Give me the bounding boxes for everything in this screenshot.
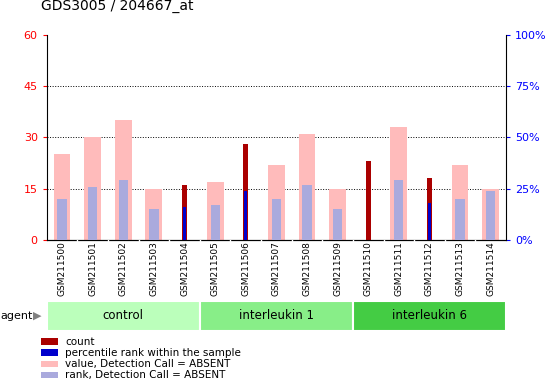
Bar — [353, 301, 506, 331]
Bar — [428, 203, 431, 240]
Bar — [183, 207, 186, 240]
Bar — [333, 209, 342, 240]
Text: value, Detection Call = ABSENT: value, Detection Call = ABSENT — [65, 359, 231, 369]
Bar — [366, 161, 371, 240]
Bar — [115, 120, 131, 240]
Text: agent: agent — [0, 311, 32, 321]
Bar — [207, 182, 223, 240]
Bar — [243, 144, 248, 240]
Bar — [299, 134, 315, 240]
Bar — [394, 180, 404, 240]
Bar — [88, 187, 97, 240]
Bar — [390, 127, 407, 240]
Bar — [54, 154, 70, 240]
Bar — [41, 349, 58, 356]
Bar — [452, 165, 469, 240]
Bar — [182, 185, 187, 240]
Bar — [41, 361, 58, 367]
Text: interleukin 1: interleukin 1 — [239, 310, 314, 322]
Text: rank, Detection Call = ABSENT: rank, Detection Call = ABSENT — [65, 370, 226, 380]
Bar — [119, 180, 128, 240]
Text: control: control — [103, 310, 144, 322]
Text: percentile rank within the sample: percentile rank within the sample — [65, 348, 241, 358]
Bar — [302, 185, 312, 240]
Text: ▶: ▶ — [33, 311, 41, 321]
Bar — [211, 205, 220, 240]
Text: GDS3005 / 204667_at: GDS3005 / 204667_at — [41, 0, 194, 13]
Bar — [84, 137, 101, 240]
Text: count: count — [65, 336, 95, 346]
Bar — [146, 189, 162, 240]
Bar — [47, 301, 200, 331]
Bar — [244, 191, 248, 240]
Bar — [486, 191, 496, 240]
Bar — [268, 165, 285, 240]
Text: interleukin 6: interleukin 6 — [392, 310, 467, 322]
Bar — [149, 209, 158, 240]
Bar — [455, 199, 465, 240]
Bar — [427, 179, 432, 240]
Bar — [272, 199, 281, 240]
Bar — [482, 189, 499, 240]
Bar — [41, 338, 58, 344]
Bar — [57, 199, 67, 240]
Bar — [41, 372, 58, 378]
Bar — [329, 189, 346, 240]
Bar — [200, 301, 353, 331]
